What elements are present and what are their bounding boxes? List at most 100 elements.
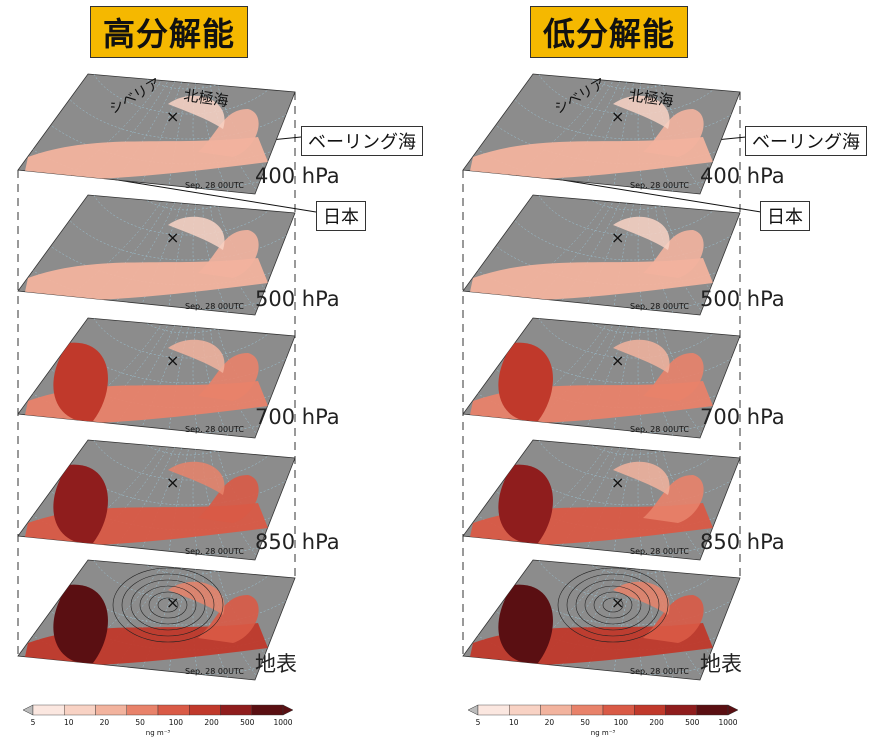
graticule-line <box>647 560 674 679</box>
colorbar-unit-label: ng m⁻³ <box>146 729 171 737</box>
plume-swirl <box>168 461 225 495</box>
plume-source <box>498 464 553 544</box>
pressure-contour <box>148 591 188 619</box>
plume-source <box>53 464 108 544</box>
graticule-line <box>202 195 229 314</box>
colorbar-unit-label: ng m⁻³ <box>591 729 616 737</box>
panel-date-label: Sep. 28 00UTC <box>630 667 689 676</box>
graticule-line <box>647 318 674 437</box>
panel-date-label: Sep. 28 00UTC <box>630 181 689 190</box>
plume-swirl <box>613 581 670 615</box>
graticule-ring <box>572 74 694 90</box>
pressure-contour <box>130 579 206 631</box>
plume-arm <box>643 109 704 157</box>
pressure-contour <box>593 591 633 619</box>
plume-swirl <box>613 95 670 129</box>
graticule-line <box>202 318 229 437</box>
plume-source <box>53 342 108 422</box>
map-panel-left-3: Sep. 28 00UTC × <box>17 439 296 561</box>
colorbar-tick-label: 200 <box>649 718 664 727</box>
plume-arm <box>643 353 704 401</box>
graticule-line <box>637 74 644 193</box>
colorbar-tick-label: 10 <box>509 718 519 727</box>
panel-date-label: Sep. 28 00UTC <box>185 425 244 434</box>
colorbar-tick-label: 50 <box>580 718 590 727</box>
high-resolution-title: 高分解能 <box>90 6 248 58</box>
pole-marker: × <box>611 107 624 126</box>
pole-marker: × <box>166 473 179 492</box>
plume-arm <box>198 595 259 643</box>
plume-swirl <box>613 216 670 250</box>
level-label-400-left: 400 hPa <box>255 164 340 188</box>
pole-marker: × <box>166 351 179 370</box>
level-label-700-right: 700 hPa <box>700 405 785 429</box>
graticule-line <box>137 560 187 679</box>
graticule-line <box>637 195 644 314</box>
bering-sea-callout-right: ベーリング海 <box>745 126 867 156</box>
level-label-surface-left: 地表 <box>255 652 297 676</box>
colorbar-tick-label: 50 <box>135 718 145 727</box>
colorbar-bin <box>157 704 190 716</box>
graticule-line <box>582 74 632 193</box>
plume-arm <box>643 230 704 278</box>
pressure-contour <box>557 567 669 643</box>
graticule-line <box>137 318 187 437</box>
pressure-contour <box>157 597 179 613</box>
level-label-400-right: 400 hPa <box>700 164 785 188</box>
pressure-contour <box>566 573 660 637</box>
graticule-line <box>637 440 644 559</box>
colorbar-tick-label: 5 <box>31 718 36 727</box>
graticule-line <box>582 560 632 679</box>
panel-date-label: Sep. 28 00UTC <box>630 547 689 556</box>
colorbar-tick-label: 20 <box>100 718 110 727</box>
map-panel-right-1: Sep. 28 00UTC × <box>462 194 741 316</box>
map-panel-left-2: Sep. 28 00UTC × <box>17 317 296 439</box>
pole-marker: × <box>611 351 624 370</box>
colorbar-bin <box>95 704 127 716</box>
level-label-700-left: 700 hPa <box>255 405 340 429</box>
japan-callout-right: 日本 <box>760 201 810 231</box>
pressure-contour <box>602 597 624 613</box>
pole-marker: × <box>611 593 624 612</box>
graticule-line <box>137 74 187 193</box>
plume-arm <box>198 230 259 278</box>
pressure-contour <box>139 585 197 625</box>
pole-marker: × <box>611 228 624 247</box>
graticule-line <box>137 440 187 559</box>
colorbar-tick-label: 100 <box>614 718 629 727</box>
plume-swirl <box>168 581 225 615</box>
colorbar-bin <box>477 704 510 716</box>
colorbar-low-arrow <box>467 704 479 716</box>
panel-date-label: Sep. 28 00UTC <box>630 425 689 434</box>
plume-swirl <box>168 339 225 373</box>
graticule-line <box>202 560 229 679</box>
graticule-line <box>637 318 644 437</box>
plume-swirl <box>613 339 670 373</box>
low-resolution-title: 低分解能 <box>530 6 688 58</box>
plume-arm <box>198 475 259 523</box>
colorbar-tick-label: 500 <box>240 718 255 727</box>
plume-arm <box>643 595 704 643</box>
plume-arm <box>198 353 259 401</box>
pole-marker: × <box>166 107 179 126</box>
panel-date-label: Sep. 28 00UTC <box>185 547 244 556</box>
colorbar-bin <box>696 704 729 716</box>
graticule-line <box>582 440 632 559</box>
level-label-500-right: 500 hPa <box>700 287 785 311</box>
colorbar-low-arrow <box>22 704 34 716</box>
graticule-line <box>582 318 632 437</box>
colorbar-bin <box>509 704 541 716</box>
colorbar-bin <box>602 704 635 716</box>
graticule-line <box>192 74 199 193</box>
graticule-line <box>647 195 674 314</box>
colorbar-bin <box>251 704 284 716</box>
colorbar-bin <box>32 704 65 716</box>
panel-date-label: Sep. 28 00UTC <box>185 667 244 676</box>
colorbar-tick-label: 500 <box>685 718 700 727</box>
bering-sea-callout-left: ベーリング海 <box>301 126 423 156</box>
colorbar-high-arrow <box>282 704 294 716</box>
plume-source <box>53 584 108 664</box>
colorbar-bin <box>189 704 221 716</box>
colorbar-tick-label: 200 <box>204 718 219 727</box>
